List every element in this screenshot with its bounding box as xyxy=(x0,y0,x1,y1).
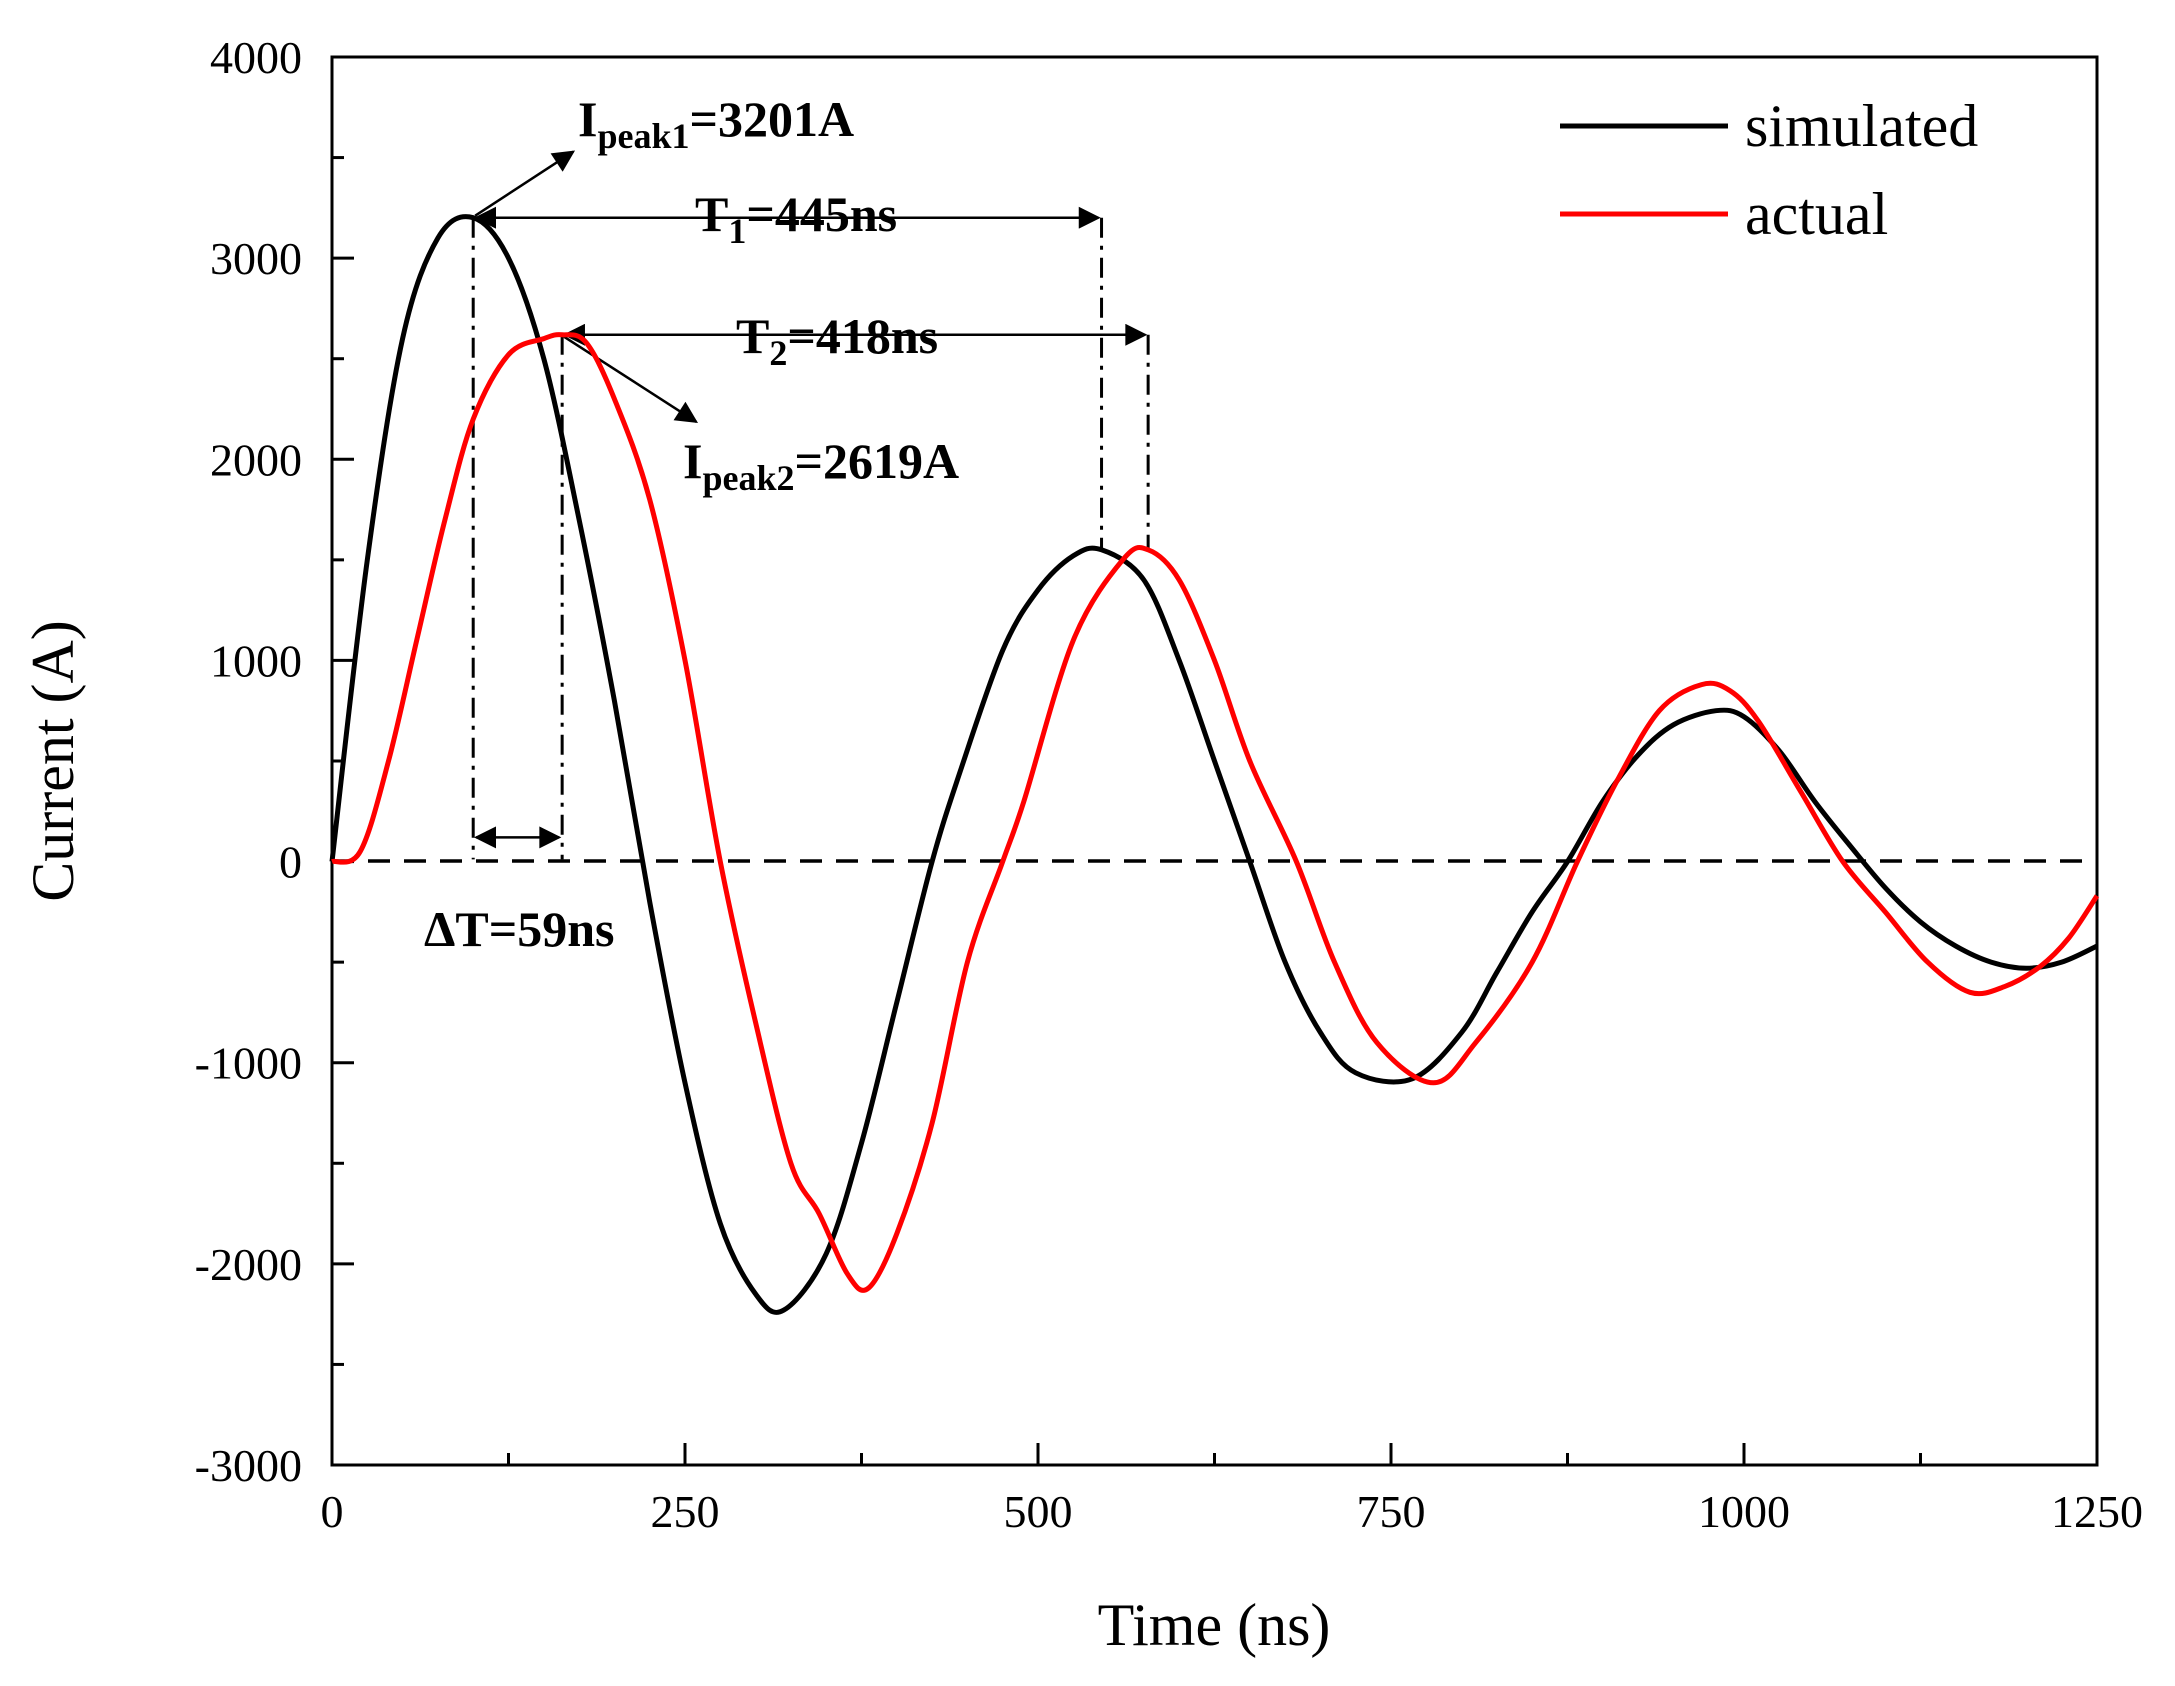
tick-labels: 0 250 500 750 1000 1250 -3000 -2000 -1000 0 1000 20… xyxy=(195,32,2143,1537)
y-tick-label: -3000 xyxy=(195,1440,302,1491)
y-tick-label: -1000 xyxy=(195,1038,302,1089)
y-tick-label: 2000 xyxy=(210,434,302,485)
annotation-t2: T2=418ns xyxy=(736,308,938,373)
y-axis-title: Current (A) xyxy=(20,620,86,902)
legend: simulated actual xyxy=(1560,93,1978,247)
x-tick-label: 750 xyxy=(1357,1486,1426,1537)
x-tick-label: 0 xyxy=(321,1486,344,1537)
x-tick-label: 1000 xyxy=(1698,1486,1790,1537)
x-axis-title: Time (ns) xyxy=(1098,1592,1331,1658)
legend-label-simulated: simulated xyxy=(1745,93,1978,159)
axis-ticks xyxy=(330,55,2099,1467)
annotation-labels: Ipeak1=3201A T1=445ns T2=418ns Ipeak2=26… xyxy=(424,91,959,957)
annotation-ipeak2: Ipeak2=2619A xyxy=(683,433,959,498)
series-line-simulated xyxy=(329,214,2099,1315)
y-tick-label: 1000 xyxy=(210,635,302,686)
legend-label-actual: actual xyxy=(1745,181,1888,247)
y-tick-label: 3000 xyxy=(210,233,302,284)
y-tick-label: -2000 xyxy=(195,1239,302,1290)
y-tick-label: 0 xyxy=(279,837,302,888)
y-tick-label: 4000 xyxy=(210,32,302,83)
annotation-delta-t: ΔT=59ns xyxy=(424,901,614,957)
annotation-ipeak1: Ipeak1=3201A xyxy=(578,91,854,156)
x-tick-label: 500 xyxy=(1004,1486,1073,1537)
series-line-actual xyxy=(331,332,2100,1293)
series-layer xyxy=(329,214,2100,1315)
annotation-lines xyxy=(471,150,1150,860)
x-tick-label: 1250 xyxy=(2051,1486,2143,1537)
ipeak1-callout-arrow xyxy=(474,150,576,217)
x-tick-label: 250 xyxy=(651,1486,720,1537)
ipeak2-callout-arrow xyxy=(563,335,699,423)
annotation-t1: T1=445ns xyxy=(695,186,897,251)
